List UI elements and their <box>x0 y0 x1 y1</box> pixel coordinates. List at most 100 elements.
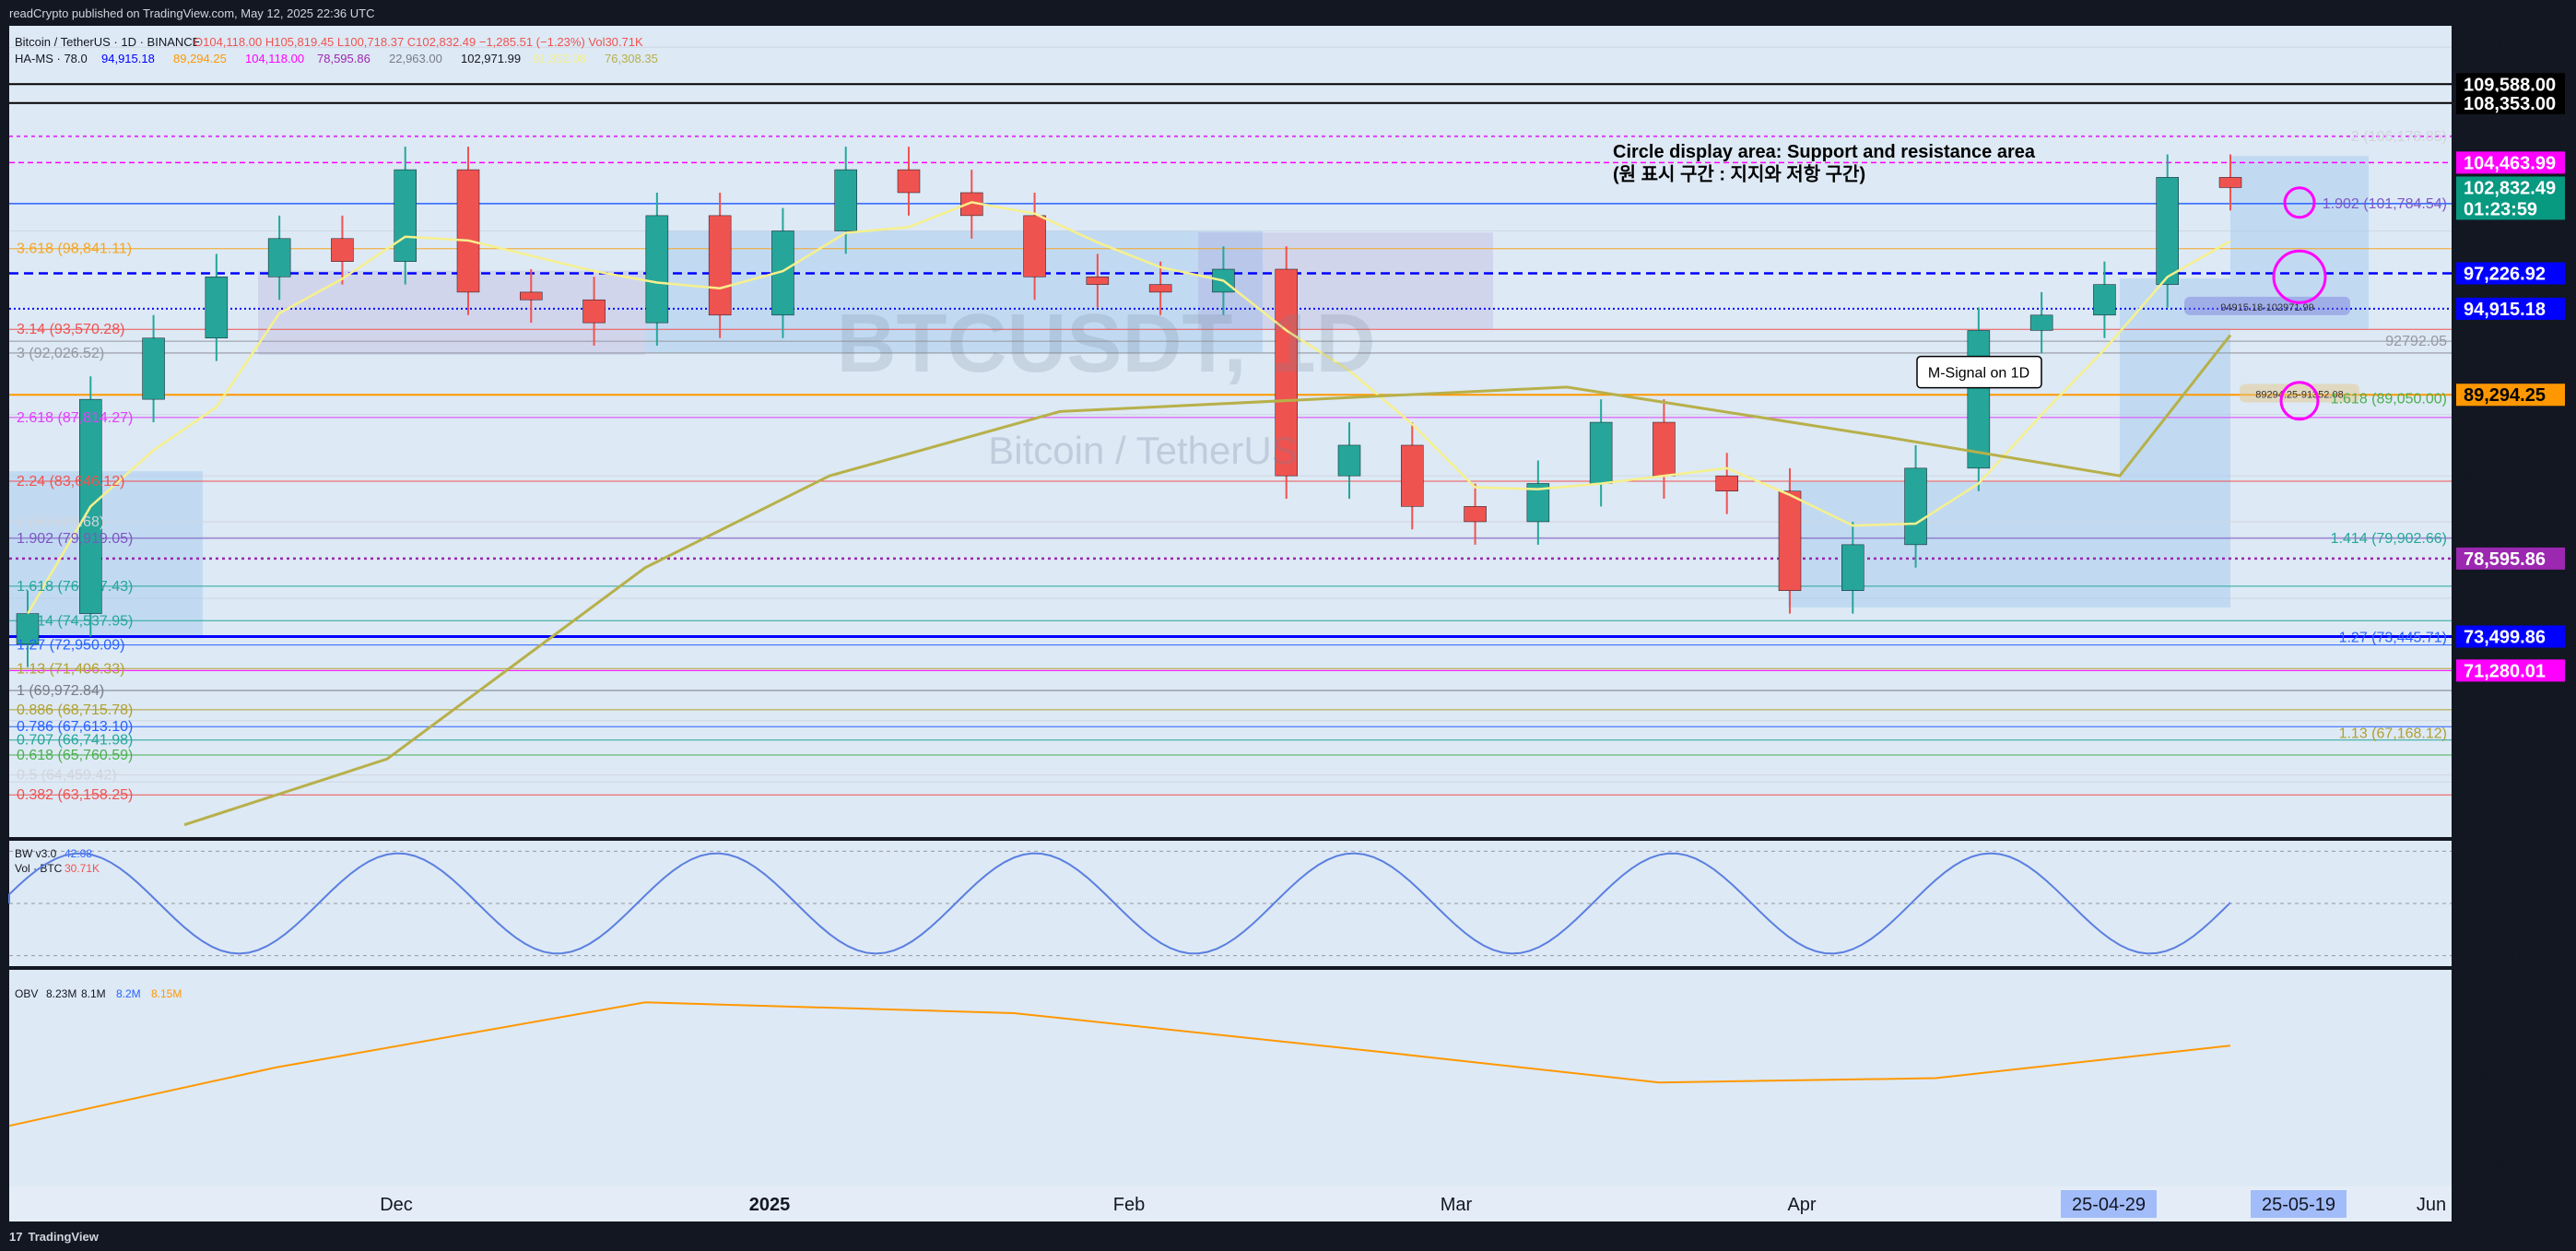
sr-circle-marker <box>2272 249 2327 304</box>
time-axis-label: Apr <box>1787 1195 1816 1215</box>
legend-indicator-value: 22,963.00 <box>389 52 442 65</box>
price-badge: 78,595.86 <box>2464 549 2546 570</box>
osc-tick: 50.00 <box>2464 841 2510 861</box>
legend-indicator-value: 89,294.25 <box>173 52 227 65</box>
obv-value: 8.15M <box>151 987 182 1000</box>
annotation-subtitle: (원 표시 구간 : 지지와 저항 구간) <box>1613 164 1865 185</box>
fib-label-left: 3.14 (93,570.28) <box>17 322 124 337</box>
candle-body[interactable] <box>645 215 669 324</box>
price-badge-bg <box>2456 151 2565 174</box>
chart-canvas[interactable]: 112,000.00 100,000.00 92,000.00 88,000.00 84… <box>0 26 2576 1221</box>
m-signal-callout-text: M-Signal on 1D <box>1928 366 2029 382</box>
price-tick: 80,000.00 <box>2464 526 2546 547</box>
price-badge-bg <box>2456 73 2565 96</box>
candle-body[interactable] <box>1653 421 1676 477</box>
fib-label-right: 1.902 (101,784.54) <box>2323 196 2447 212</box>
fib-label-left: 2 (80,999.68) <box>17 514 104 530</box>
fib-label-right: 1.618 (89,050.00) <box>2331 391 2447 407</box>
legend-ohlc: O104,118.00 H105,819.45 L100,718.37 C102… <box>194 35 643 49</box>
fib-label-right: 2 (106,178.85) <box>2351 129 2447 145</box>
candle-body[interactable] <box>520 291 543 301</box>
candle-body[interactable] <box>1778 490 1802 591</box>
price-tick: 84,000.00 <box>2464 465 2546 485</box>
candle-body[interactable] <box>142 337 165 400</box>
candle-body[interactable] <box>1904 467 1927 546</box>
bw-oscillator-line <box>8 852 2231 955</box>
candle-body[interactable] <box>1841 544 1864 591</box>
fib-label-left: 3.618 (98,841.11) <box>17 242 132 257</box>
obv-value: 8.23M <box>46 987 76 1000</box>
candle-body[interactable] <box>1589 421 1613 484</box>
footer: 17 TradingView <box>0 1221 2576 1251</box>
legend-indicator: HA-MS · 78.0 <box>15 52 88 65</box>
price-tick: 92,000.00 <box>2464 342 2546 362</box>
candle-body[interactable] <box>16 613 40 645</box>
time-label-highlight <box>2061 1190 2157 1218</box>
price-badge: 109,588.00 <box>2464 75 2556 95</box>
candle-body[interactable] <box>1337 444 1361 477</box>
candle-body[interactable] <box>1967 330 1991 469</box>
time-axis-label: Feb <box>1113 1195 1145 1215</box>
fib-label-left: 3 (92,026.52) <box>17 346 104 361</box>
price-tick: 64,000.00 <box>2464 771 2546 791</box>
candle-body[interactable] <box>834 169 857 231</box>
fib-label-left: 1.414 (74,537.95) <box>17 613 133 629</box>
price-badge-bg <box>2456 625 2565 648</box>
candle-body[interactable] <box>708 215 732 316</box>
candle-body[interactable] <box>1086 277 1110 285</box>
ha-ms-line <box>26 201 2231 615</box>
candle-body[interactable] <box>1275 268 1298 477</box>
candle-body[interactable] <box>2218 177 2242 188</box>
candle-body[interactable] <box>394 169 417 262</box>
sr-circle-marker <box>2283 186 2316 219</box>
candle-body[interactable] <box>897 169 921 194</box>
sr-zone-box <box>9 471 203 639</box>
fib-label-left: 0.707 (66,741.98) <box>17 733 133 749</box>
osc-tick: −50.00 <box>2464 946 2521 966</box>
fib-label-left: 2.24 (83,646.12) <box>17 474 124 490</box>
price-badge: 108,353.00 <box>2464 94 2556 114</box>
main-pane <box>9 26 2452 837</box>
price-badge: 89,294.25 <box>2464 385 2546 406</box>
fib-label-left: 1.902 (79,919.05) <box>17 531 133 547</box>
price-badge: 94,915.18 <box>2464 300 2546 320</box>
publish-header: readCrypto published on TradingView.com,… <box>0 0 2576 26</box>
fib-label-left: 1.27 (72,950.09) <box>17 638 124 654</box>
legend-indicator-value: 94,915.18 <box>101 52 155 65</box>
time-axis-label: Dec <box>380 1195 413 1215</box>
time-axis-label: 25-05-19 <box>2262 1195 2335 1215</box>
fib-label-left: 0.5 (64,459.42) <box>17 768 117 784</box>
sr-zone-box <box>2230 156 2369 329</box>
candle-body[interactable] <box>582 299 606 324</box>
tv-icon: 17 <box>9 1229 23 1244</box>
legend-indicator-value: 102,971.99 <box>461 52 521 65</box>
price-badge: 104,463.99 <box>2464 153 2556 173</box>
oscillator-pane <box>9 841 2452 966</box>
candle-body[interactable] <box>267 238 291 277</box>
fib-label-left: 1.13 (71,406.33) <box>17 661 124 677</box>
fib-label-right: 92792.05 <box>2385 334 2447 349</box>
tradingview-logo[interactable]: 17 TradingView <box>9 1230 99 1244</box>
candle-body[interactable] <box>2156 177 2179 285</box>
candle-body[interactable] <box>205 277 229 338</box>
legend-indicator-value: 78,595.86 <box>317 52 371 65</box>
m-signal-callout-box <box>1916 355 2042 389</box>
time-axis-label: Mar <box>1441 1195 1473 1215</box>
candle-body[interactable] <box>1401 444 1424 507</box>
candle-body[interactable] <box>1715 475 1738 492</box>
price-tick: 76,000.00 <box>2464 587 2546 608</box>
candle-body[interactable] <box>2029 314 2053 331</box>
candle-body[interactable] <box>456 169 480 293</box>
obv-ma-line <box>8 1001 2231 1127</box>
obv-value: 8.2M <box>116 987 141 1000</box>
sr-circle-marker <box>2279 381 2320 421</box>
candle-body[interactable] <box>2093 284 2116 316</box>
candle-body[interactable] <box>331 238 354 262</box>
candle-body[interactable] <box>1464 506 1487 523</box>
obv-tick: 8.4 M <box>2464 982 2510 1002</box>
annotation-title: Circle display area: Support and resista… <box>1613 142 2036 162</box>
price-tick: 88,000.00 <box>2464 404 2546 424</box>
candle-body[interactable] <box>1023 215 1046 277</box>
candle-body[interactable] <box>1148 284 1172 293</box>
price-badge-bg <box>2456 384 2565 407</box>
